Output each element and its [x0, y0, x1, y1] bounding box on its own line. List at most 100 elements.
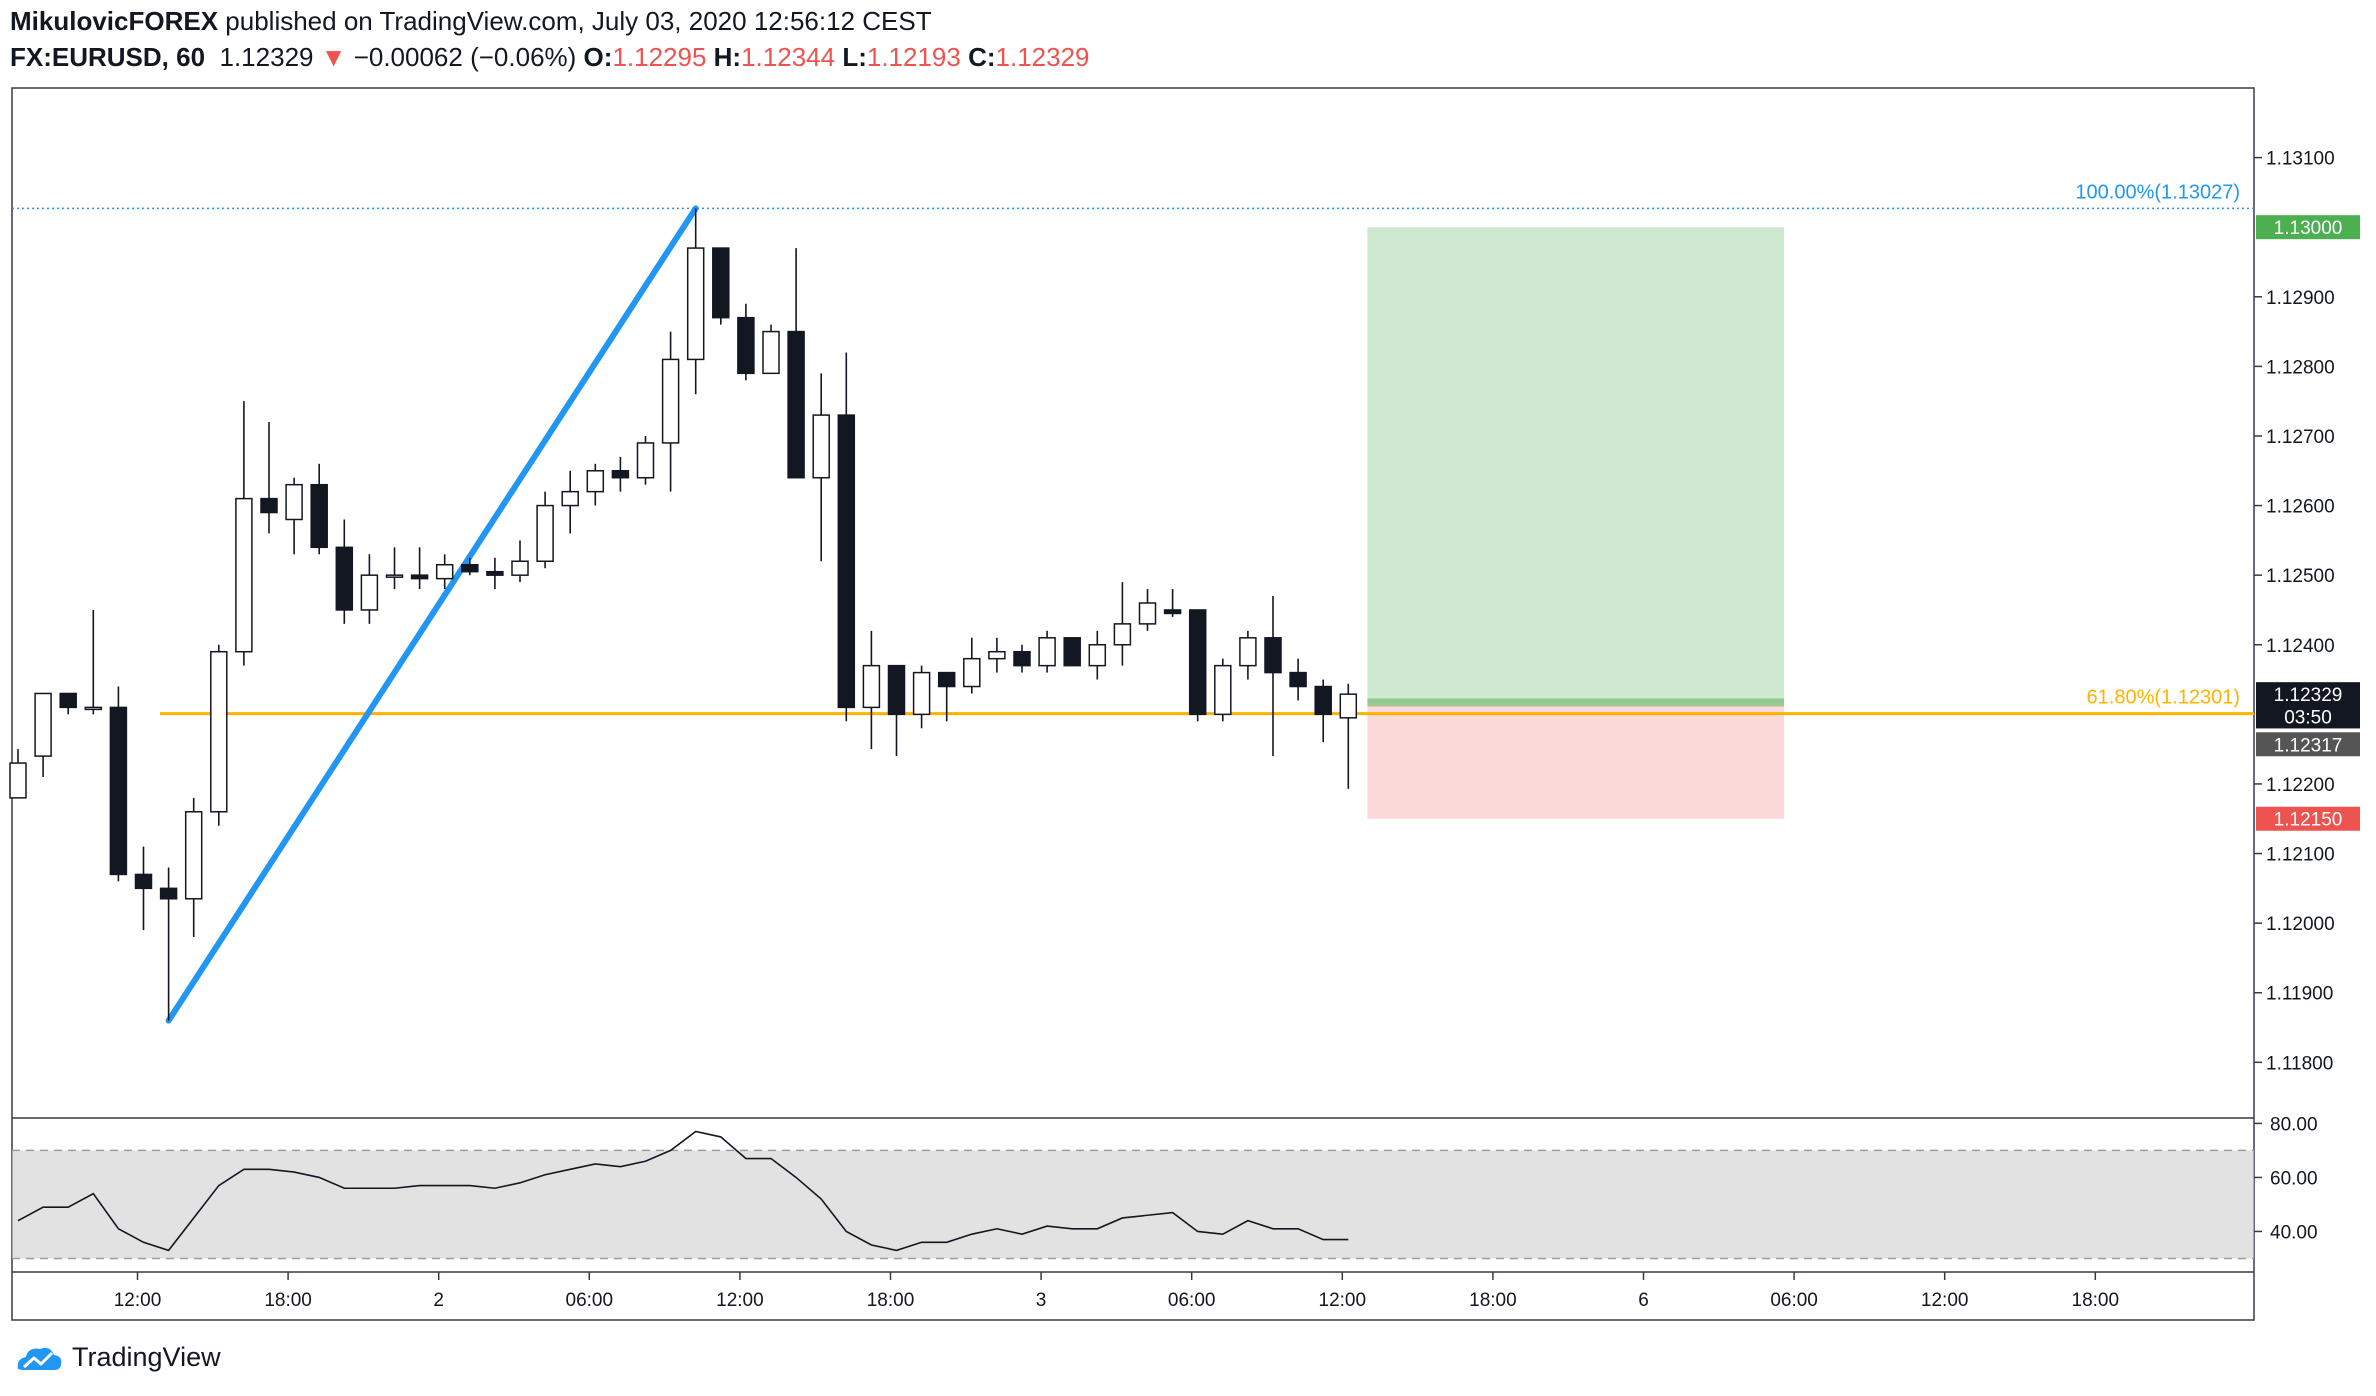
candle — [1063, 637, 1081, 667]
candle — [159, 867, 178, 1021]
candle-body — [837, 414, 856, 709]
candle — [184, 797, 203, 938]
trend-line — [165, 205, 699, 1024]
time-tick-label: 18:00 — [1469, 1290, 1517, 1311]
candle-body — [661, 358, 680, 444]
time-tick-label: 18:00 — [867, 1290, 915, 1311]
candle — [561, 470, 579, 534]
oscillator-band — [12, 1150, 2254, 1259]
candle-body — [787, 330, 805, 479]
candle-body — [887, 664, 906, 716]
candle-body — [963, 657, 981, 688]
candle-body — [310, 483, 328, 549]
candle-body — [1339, 693, 1358, 719]
price-tick-label: 1.12800 — [2266, 357, 2335, 378]
candle — [210, 644, 228, 826]
price-tick-label: 1.12500 — [2266, 566, 2335, 587]
time-tick-label: 6 — [1638, 1290, 1649, 1311]
candle — [109, 686, 128, 882]
candle — [360, 554, 379, 624]
candle — [1088, 630, 1107, 680]
candle-body — [84, 706, 103, 711]
candle-body — [1063, 637, 1081, 667]
candle — [1188, 609, 1207, 722]
price-tick-label: 1.12000 — [2266, 914, 2335, 935]
last-price: 1.12329 — [219, 42, 314, 72]
time-tick-label: 18:00 — [264, 1290, 312, 1311]
time-tick-label: 06:00 — [566, 1290, 614, 1311]
candle — [887, 664, 906, 757]
brand-label[interactable]: TradingView — [72, 1342, 221, 1372]
candle-body — [536, 504, 554, 562]
footer: TradingView — [14, 1342, 221, 1373]
candle — [410, 547, 429, 590]
candle — [812, 373, 830, 562]
candle — [1038, 630, 1056, 673]
candle — [862, 630, 881, 750]
price-tick-label: 1.13100 — [2266, 149, 2335, 170]
candle — [636, 435, 655, 485]
candle-body — [260, 497, 278, 514]
candle-body — [1113, 623, 1132, 646]
publish-text: published on TradingView.com, July 03, 2… — [225, 6, 932, 36]
candle — [1214, 658, 1232, 722]
candle — [1239, 630, 1257, 680]
candle — [1339, 683, 1358, 789]
candle — [611, 456, 630, 492]
price-tick-label: 1.12900 — [2266, 288, 2335, 309]
candle — [1289, 658, 1307, 701]
candle-body — [636, 442, 655, 479]
fib-level-label: 61.80%(1.12301) — [2087, 687, 2240, 709]
candle — [1013, 644, 1031, 673]
price-tick-label: 1.11800 — [2266, 1053, 2333, 1074]
candle — [1138, 589, 1157, 631]
price-tick-label: 1.12100 — [2266, 845, 2335, 866]
candle-body — [1314, 685, 1332, 716]
price-axis-label: 1.12150 — [2274, 810, 2343, 831]
author-name[interactable]: MikulovicFOREX — [10, 6, 219, 36]
candle — [335, 519, 354, 624]
candle — [737, 303, 755, 381]
candle — [9, 749, 27, 799]
candle — [762, 324, 780, 375]
chart-frame — [11, 87, 2255, 1321]
candle-body — [210, 650, 228, 813]
ohlc-legend: FX:EURUSD, 60 1.12329 ▼ −0.00062 (−0.06%… — [10, 42, 1090, 73]
oscillator-tick-label: 60.00 — [2270, 1168, 2318, 1189]
time-tick-label: 12:00 — [1921, 1290, 1969, 1311]
publish-info: MikulovicFOREX published on TradingView.… — [10, 6, 932, 37]
candle — [1113, 582, 1132, 666]
candle — [511, 540, 529, 583]
close-label: C: — [968, 42, 996, 72]
open-value: 1.12295 — [612, 42, 707, 72]
symbol-label[interactable]: FX:EURUSD, 60 — [10, 42, 206, 72]
candle-body — [937, 671, 956, 688]
price-tick-label: 1.12600 — [2266, 497, 2335, 518]
candle — [536, 491, 554, 569]
candle-body — [1289, 671, 1307, 688]
oscillator-tick-label: 40.00 — [2270, 1222, 2318, 1243]
price-tick-label: 1.12400 — [2266, 636, 2335, 657]
price-tick-label: 1.12200 — [2266, 775, 2335, 796]
candle — [686, 208, 705, 395]
high-value: 1.12344 — [741, 42, 836, 72]
candle-body — [486, 570, 504, 576]
price-axis-label-bg — [2256, 704, 2360, 729]
candle — [912, 665, 931, 729]
candle — [260, 422, 278, 534]
candle-body — [235, 497, 253, 653]
candle — [988, 637, 1006, 673]
candle — [1163, 589, 1182, 617]
candle-body — [285, 483, 303, 521]
candle — [34, 692, 52, 777]
candle-body — [1188, 609, 1207, 716]
candle-body — [385, 574, 404, 578]
candle — [486, 557, 504, 590]
candle — [385, 547, 404, 590]
candle-body — [561, 490, 579, 507]
time-tick-label: 12:00 — [716, 1290, 764, 1311]
candle — [937, 671, 956, 722]
candle-body — [511, 560, 529, 576]
candle — [1314, 679, 1332, 743]
